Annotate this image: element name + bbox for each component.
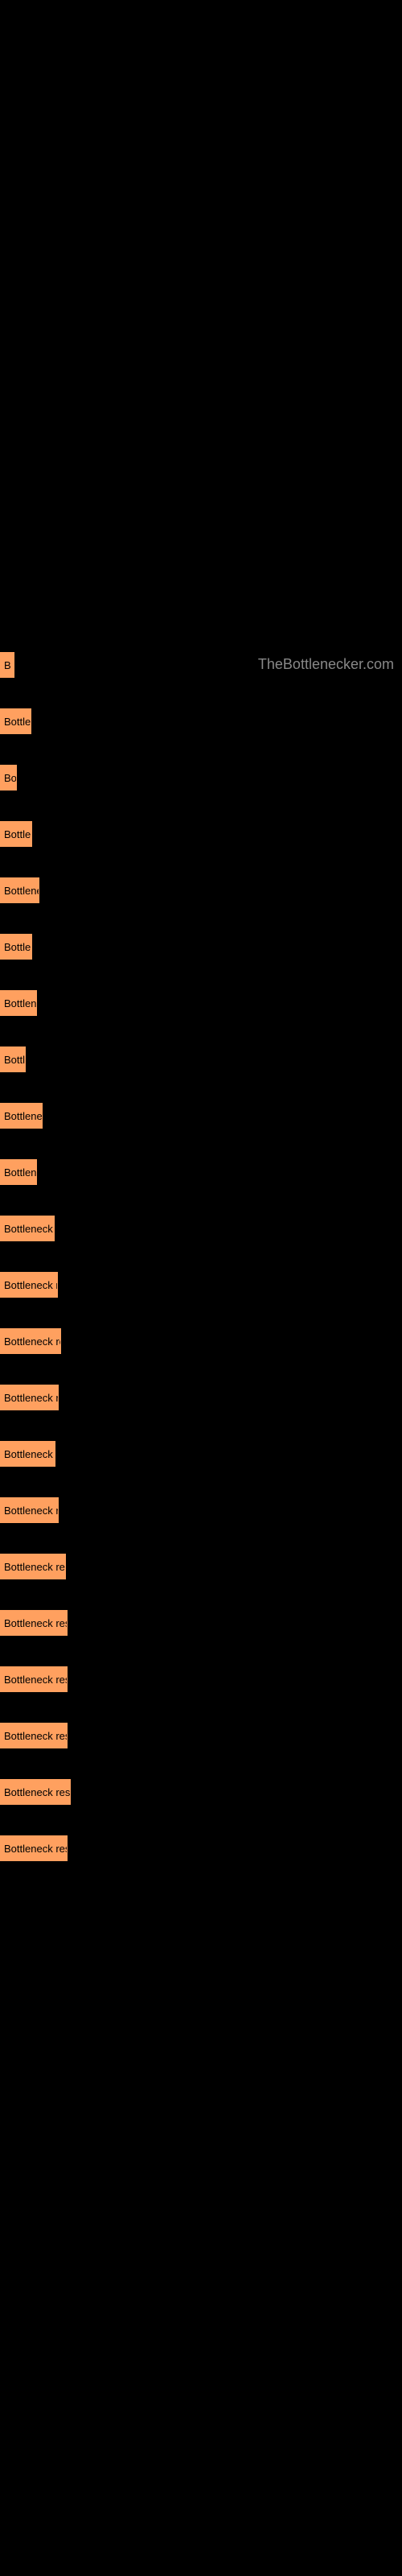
- bar-row: Bottleneck result: [0, 1835, 402, 1861]
- bar: Bottleneck result: [0, 1835, 68, 1861]
- bar-row: Bottlen: [0, 708, 402, 734]
- bar-row: Bottlenec: [0, 1159, 402, 1185]
- bar-row: Bottleneck result: [0, 1610, 402, 1636]
- bar: Bottle: [0, 1046, 26, 1072]
- bar-chart: B Bottlen Bo Bottlen Bottleneck Bottlen Bottle…: [0, 652, 402, 1861]
- bar-row: Bottleneck resul: [0, 1441, 402, 1467]
- bar: Bottleneck result: [0, 1610, 68, 1636]
- bar-row: Bottleneck resul: [0, 1216, 402, 1241]
- bar: Bottlenec: [0, 1159, 37, 1185]
- bar: Bottlen: [0, 708, 31, 734]
- bar: B: [0, 652, 14, 678]
- bar: Bottleneck result: [0, 1272, 58, 1298]
- bar-row: Bottleneck result: [0, 1779, 402, 1805]
- bar: Bo: [0, 765, 17, 791]
- bar: Bottleneck result: [0, 1328, 61, 1354]
- bar: Bottleneck r: [0, 1103, 43, 1129]
- bar-row: Bottleneck: [0, 877, 402, 903]
- bar: Bottleneck result: [0, 1666, 68, 1692]
- bar: Bottleneck result: [0, 1779, 71, 1805]
- bar: Bottleneck result: [0, 1554, 66, 1579]
- bar-row: Bottlen: [0, 934, 402, 960]
- bar: Bottleneck result: [0, 1723, 68, 1748]
- bar: Bottlenec: [0, 990, 37, 1016]
- bar-row: Bottleneck result: [0, 1666, 402, 1692]
- bar-row: Bottleneck result: [0, 1328, 402, 1354]
- bar-row: Bottleneck r: [0, 1103, 402, 1129]
- bar-row: Bottlen: [0, 821, 402, 847]
- bar-row: Bottleneck result: [0, 1723, 402, 1748]
- bar-row: Bottleneck result: [0, 1272, 402, 1298]
- bar: Bottleneck resul: [0, 1441, 55, 1467]
- bar-row: Bottle: [0, 1046, 402, 1072]
- bar: Bottleneck resul: [0, 1216, 55, 1241]
- bar-row: Bo: [0, 765, 402, 791]
- bar-row: Bottleneck result: [0, 1497, 402, 1523]
- bar: Bottleneck result: [0, 1497, 59, 1523]
- bar: Bottlen: [0, 934, 32, 960]
- bar-row: Bottleneck result: [0, 1385, 402, 1410]
- watermark-text: TheBottlenecker.com: [258, 656, 394, 673]
- bar: Bottleneck result: [0, 1385, 59, 1410]
- bar: Bottleneck: [0, 877, 39, 903]
- bar: Bottlen: [0, 821, 32, 847]
- bar-row: Bottlenec: [0, 990, 402, 1016]
- bar-row: Bottleneck result: [0, 1554, 402, 1579]
